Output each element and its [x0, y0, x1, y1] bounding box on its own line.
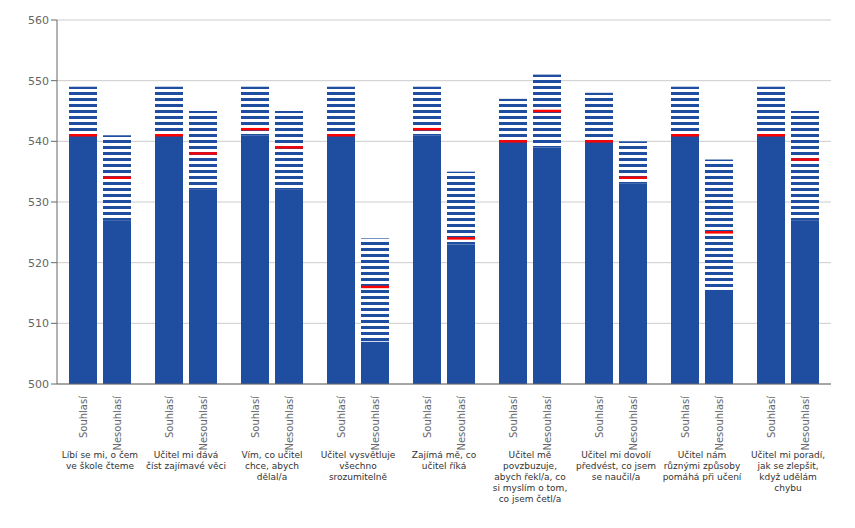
svg-text:Souhlasí: Souhlasí	[422, 395, 433, 438]
svg-text:Učitel námrůznými způsobypomáh: Učitel námrůznými způsobypomáhá při učen…	[663, 450, 742, 482]
svg-text:510: 510	[28, 317, 49, 330]
svg-text:Nesouhlasí: Nesouhlasí	[112, 395, 123, 451]
svg-text:Nesouhlasí: Nesouhlasí	[542, 395, 553, 451]
svg-text:Učitel vysvětlujevšechnosrozum: Učitel vysvětlujevšechnosrozumitelně	[321, 450, 396, 482]
svg-text:Zajímá mě, coučitel říká: Zajímá mě, coučitel říká	[412, 450, 477, 471]
svg-text:540: 540	[28, 135, 49, 148]
svg-text:Nesouhlasí: Nesouhlasí	[284, 395, 295, 451]
svg-text:Souhlasí: Souhlasí	[164, 395, 175, 438]
svg-text:550: 550	[28, 75, 49, 88]
svg-text:520: 520	[28, 257, 49, 270]
svg-text:Učitel měpovzbuzuje,abych řekl: Učitel měpovzbuzuje,abych řekl/a, cosi m…	[493, 450, 568, 504]
svg-text:500: 500	[28, 378, 49, 391]
svg-text:Nesouhlasí: Nesouhlasí	[370, 395, 381, 451]
svg-text:Souhlasí: Souhlasí	[250, 395, 261, 438]
svg-text:Souhlasí: Souhlasí	[78, 395, 89, 438]
svg-text:Nesouhlasí: Nesouhlasí	[198, 395, 209, 451]
svg-text:Nesouhlasí: Nesouhlasí	[628, 395, 639, 451]
svg-text:Souhlasí: Souhlasí	[594, 395, 605, 438]
svg-text:Souhlasí: Souhlasí	[336, 395, 347, 438]
svg-text:560: 560	[28, 14, 49, 27]
svg-text:Líbí se mi, o čemve škole čtem: Líbí se mi, o čemve škole čteme	[62, 450, 138, 471]
svg-text:Souhlasí: Souhlasí	[680, 395, 691, 438]
svg-text:Vím, co učitelchce, abychdělal: Vím, co učitelchce, abychdělal/a	[241, 450, 302, 482]
svg-text:Souhlasí: Souhlasí	[766, 395, 777, 438]
svg-text:Nesouhlasí: Nesouhlasí	[800, 395, 811, 451]
svg-text:Nesouhlasí: Nesouhlasí	[456, 395, 467, 451]
svg-text:Učitel mi dáváčíst zajímavé vě: Učitel mi dáváčíst zajímavé věci	[146, 450, 226, 471]
svg-text:Učitel mi dovolípředvést, co j: Učitel mi dovolípředvést, co jsemse nauč…	[576, 450, 656, 482]
svg-text:530: 530	[28, 196, 49, 209]
svg-text:Učitel mi poradí,jak se zlepši: Učitel mi poradí,jak se zlepšit,když udě…	[751, 450, 825, 493]
svg-text:Nesouhlasí: Nesouhlasí	[714, 395, 725, 451]
svg-text:Souhlasí: Souhlasí	[508, 395, 519, 438]
